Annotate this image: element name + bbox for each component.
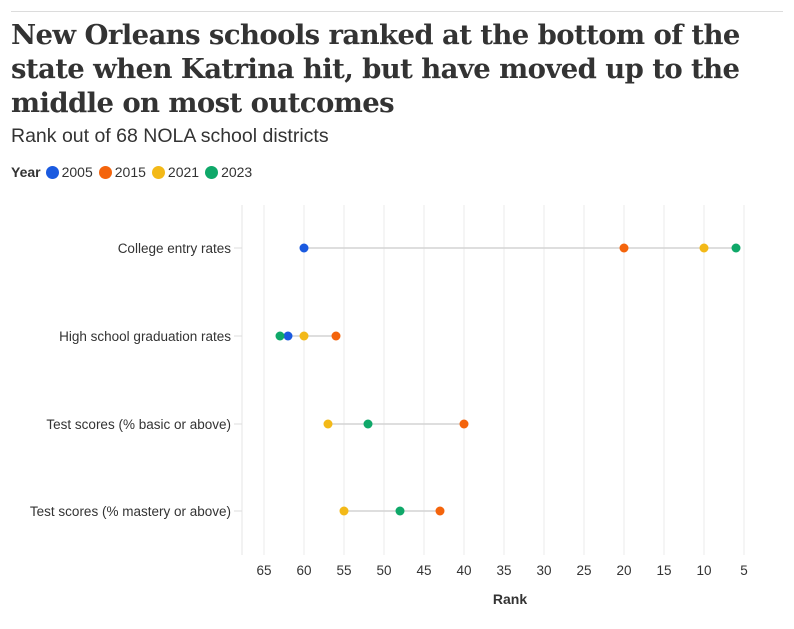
x-tick-label: 15 bbox=[656, 563, 671, 578]
x-tick-label: 55 bbox=[336, 563, 351, 578]
x-axis-title: Rank bbox=[493, 591, 527, 607]
data-point-2015 bbox=[619, 243, 629, 253]
legend-swatch-2015 bbox=[98, 165, 112, 179]
legend-swatch-2021 bbox=[151, 165, 165, 179]
legend-swatch-2023 bbox=[205, 165, 219, 179]
data-point-2021 bbox=[299, 331, 309, 341]
x-tick-label: 65 bbox=[256, 563, 271, 578]
data-point-2023 bbox=[731, 243, 741, 253]
legend-item-2005[interactable]: 2005 bbox=[45, 164, 93, 180]
legend-label-2023: 2023 bbox=[221, 164, 253, 180]
x-tick-label: 20 bbox=[616, 563, 631, 578]
data-point-2023 bbox=[395, 506, 405, 516]
data-point-2015 bbox=[435, 506, 445, 516]
legend-label-2021: 2021 bbox=[167, 164, 200, 180]
x-tick-label: 10 bbox=[696, 563, 711, 578]
data-point-2023 bbox=[363, 419, 373, 429]
category-label: College entry rates bbox=[118, 241, 232, 256]
legend-label-2015: 2015 bbox=[114, 164, 146, 180]
legend-item-2021[interactable]: 2021 bbox=[151, 164, 200, 180]
category-label: Test scores (% mastery or above) bbox=[30, 504, 231, 519]
x-tick-label: 45 bbox=[416, 563, 431, 578]
x-tick-label: 50 bbox=[376, 563, 391, 578]
data-point-2021 bbox=[323, 419, 333, 429]
data-point-2021 bbox=[699, 243, 709, 253]
x-tick-label: 25 bbox=[576, 563, 591, 578]
data-point-2023 bbox=[275, 331, 285, 341]
data-point-2005 bbox=[283, 331, 293, 341]
legend-item-2023[interactable]: 2023 bbox=[205, 164, 252, 180]
legend: Year 2005 2015 2021 2023 bbox=[11, 164, 258, 180]
data-point-2005 bbox=[299, 243, 309, 253]
data-point-2015 bbox=[459, 419, 469, 429]
x-tick-label: 35 bbox=[496, 563, 511, 578]
data-points bbox=[275, 243, 741, 516]
data-point-2015 bbox=[331, 331, 341, 341]
x-tick-label: 5 bbox=[740, 563, 748, 578]
x-tick-label: 40 bbox=[456, 563, 471, 578]
legend-label-2005: 2005 bbox=[61, 164, 93, 180]
chart-subtitle: Rank out of 68 NOLA school districts bbox=[11, 125, 329, 147]
data-point-2021 bbox=[339, 506, 349, 516]
gridlines bbox=[241, 205, 745, 555]
x-tick-label: 30 bbox=[536, 563, 551, 578]
x-axis-ticks: 65 60 55 50 45 40 35 30 25 20 15 10 5 bbox=[256, 563, 747, 578]
category-label: High school graduation rates bbox=[59, 329, 231, 344]
top-divider bbox=[11, 11, 783, 12]
x-tick-label: 60 bbox=[296, 563, 311, 578]
legend-title: Year bbox=[11, 164, 41, 180]
dot-plot-chart: College entry rates High school graduatio… bbox=[30, 205, 748, 607]
connector-lines bbox=[280, 247, 736, 512]
category-axis: College entry rates High school graduatio… bbox=[30, 241, 242, 519]
category-label: Test scores (% basic or above) bbox=[46, 417, 231, 432]
legend-item-2015[interactable]: 2015 bbox=[98, 164, 146, 180]
legend-swatch-2005 bbox=[45, 165, 59, 179]
chart-title: New Orleans schools ranked at the bottom… bbox=[11, 19, 740, 119]
